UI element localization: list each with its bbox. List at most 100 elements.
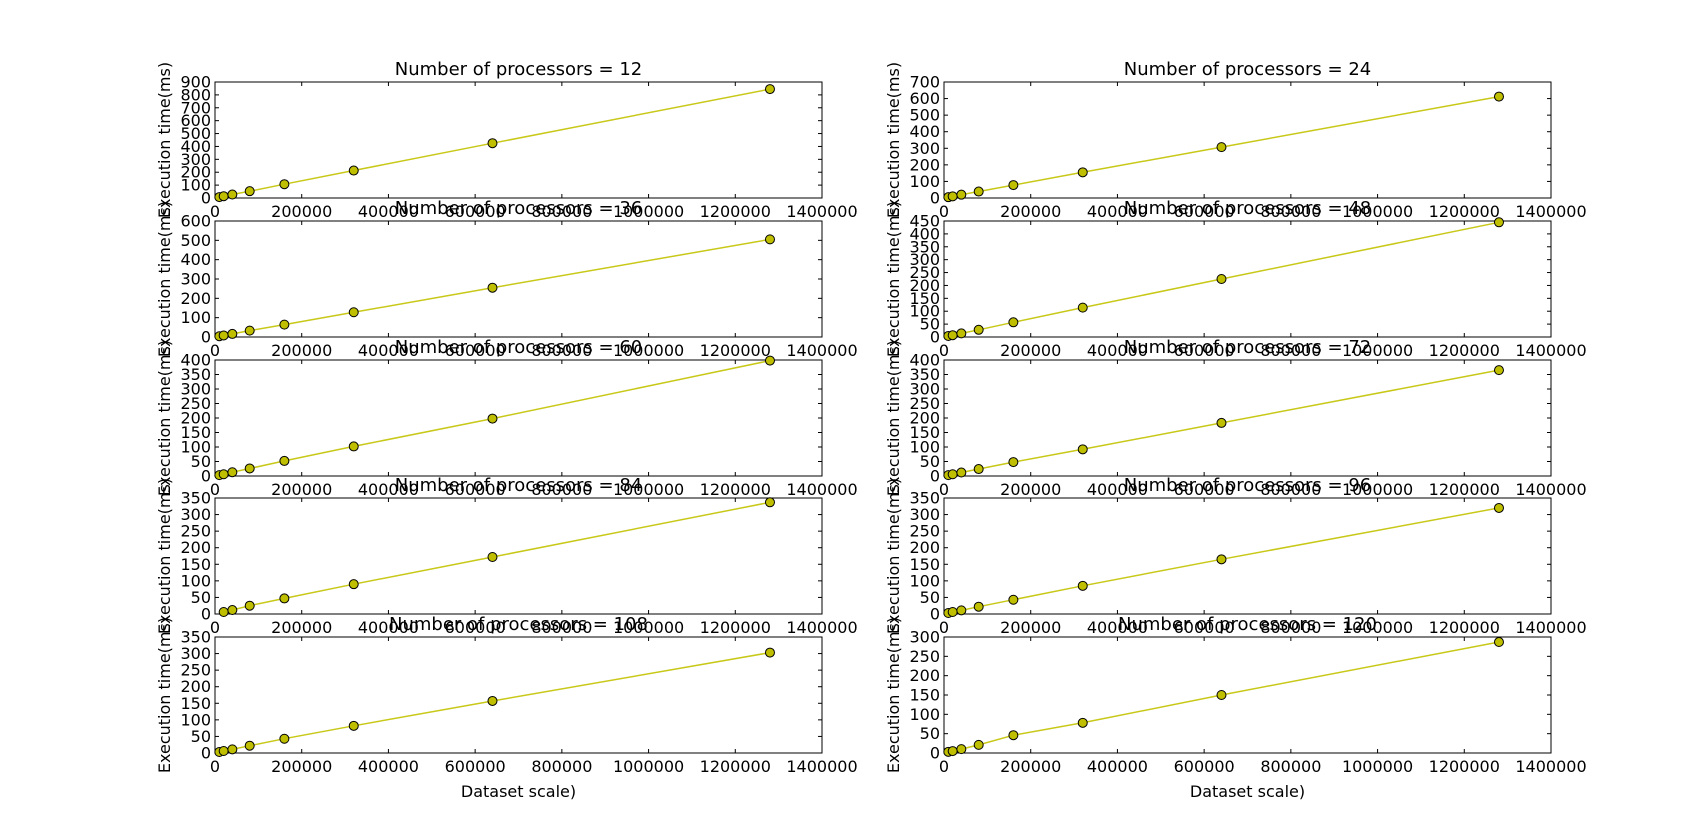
- y-axis-label: Execution time(ms): [155, 478, 174, 634]
- x-tick-label: 0: [210, 341, 220, 360]
- data-point: [1216, 554, 1227, 565]
- y-axis-label: Execution time(ms): [155, 62, 174, 218]
- data-point: [956, 189, 967, 200]
- data-point: [956, 605, 967, 616]
- y-tick-label: 50: [920, 588, 940, 607]
- y-tick-label: 100: [180, 571, 211, 590]
- data-point: [218, 746, 229, 757]
- data-point: [487, 413, 498, 424]
- x-axis-label: Dataset scale): [1190, 782, 1305, 801]
- subplot-1: 0 200000 400000 600000 800000 1000000 1200000 1…: [155, 59, 858, 221]
- y-tick-label: 50: [920, 452, 940, 471]
- y-tick-label: 700: [909, 73, 940, 92]
- chart-title: Number of processors = 36: [395, 198, 643, 219]
- y-tick-label: 900: [180, 73, 211, 92]
- data-point: [1216, 417, 1227, 428]
- data-point: [487, 138, 498, 149]
- y-tick-label: 200: [909, 276, 940, 295]
- y-tick-label: 200: [909, 666, 940, 685]
- plot-frame: [214, 497, 823, 615]
- x-tick-label: 200000: [271, 757, 332, 776]
- y-tick-label: 300: [909, 139, 940, 158]
- x-tick-label: 400000: [1087, 480, 1148, 499]
- y-tick-label: 0: [201, 467, 211, 486]
- x-tick-label: 0: [939, 757, 949, 776]
- x-tick-label: 0: [939, 480, 949, 499]
- plot-frame: [214, 81, 823, 199]
- data-point: [348, 307, 359, 318]
- x-tick-label: 1200000: [700, 757, 771, 776]
- y-tick-label: 350: [909, 489, 940, 508]
- y-tick-label: 350: [180, 489, 211, 508]
- x-tick-label: 400000: [358, 480, 419, 499]
- data-point: [1493, 91, 1504, 102]
- data-point: [1008, 594, 1019, 605]
- x-tick-label: 200000: [1000, 202, 1061, 221]
- x-tick-label: 200000: [1000, 757, 1061, 776]
- data-point: [1077, 444, 1088, 455]
- y-tick-label: 500: [180, 124, 211, 143]
- y-tick-label: 100: [909, 571, 940, 590]
- y-tick-label: 200: [180, 163, 211, 182]
- chart-title: Number of processors = 24: [1124, 59, 1372, 80]
- x-tick-label: 1400000: [786, 618, 857, 637]
- chart-title: Number of processors = 48: [1124, 198, 1372, 219]
- x-axis-label: Dataset scale): [461, 782, 576, 801]
- x-tick-label: 1400000: [786, 202, 857, 221]
- subplot-2: 0 200000 400000 600000 800000 1000000 1200000 1…: [884, 59, 1587, 221]
- x-tick-label: 200000: [271, 341, 332, 360]
- x-tick-label: 200000: [1000, 341, 1061, 360]
- y-tick-label: 450: [909, 212, 940, 231]
- chart-title: Number of processors = 120: [1118, 614, 1377, 635]
- plot-frame: [943, 497, 1552, 615]
- data-point: [764, 647, 775, 658]
- x-tick-label: 200000: [271, 618, 332, 637]
- x-tick-label: 1200000: [1429, 202, 1500, 221]
- data-point: [227, 744, 238, 755]
- x-tick-label: 400000: [358, 202, 419, 221]
- data-point: [279, 179, 290, 190]
- data-point: [348, 441, 359, 452]
- y-tick-label: 400: [909, 351, 940, 370]
- x-tick-label: 0: [939, 341, 949, 360]
- y-tick-label: 0: [201, 605, 211, 624]
- x-tick-label: 600000: [445, 202, 506, 221]
- y-tick-label: 300: [180, 150, 211, 169]
- x-tick-label: 400000: [1087, 341, 1148, 360]
- data-point: [1216, 690, 1227, 700]
- y-tick-label: 150: [180, 555, 211, 574]
- y-axis-label: Execution time(ms): [884, 201, 903, 357]
- y-tick-label: 350: [180, 628, 211, 647]
- data-point: [244, 325, 255, 336]
- chart-title: Number of processors = 72: [1124, 337, 1372, 358]
- y-axis-label: Execution time(ms): [884, 478, 903, 634]
- y-tick-label: 0: [201, 328, 211, 347]
- x-tick-label: 0: [939, 202, 949, 221]
- data-point: [244, 463, 255, 474]
- y-tick-label: 600: [909, 89, 940, 108]
- y-tick-label: 0: [930, 467, 940, 486]
- x-tick-label: 1400000: [1515, 480, 1586, 499]
- data-point: [279, 593, 290, 604]
- y-tick-label: 250: [180, 661, 211, 680]
- x-tick-label: 600000: [445, 480, 506, 499]
- data-point: [227, 605, 238, 616]
- y-tick-label: 350: [909, 365, 940, 384]
- x-tick-label: 1200000: [1429, 618, 1500, 637]
- data-point: [1077, 580, 1088, 591]
- plot-frame: [214, 220, 823, 338]
- y-tick-label: 300: [909, 628, 940, 647]
- subplot-7: 0 200000 400000 600000 800000 1000000 1200000 1…: [155, 475, 858, 637]
- data-point: [973, 464, 984, 475]
- y-axis-label: Execution time(ms): [884, 340, 903, 496]
- y-tick-label: 0: [930, 605, 940, 624]
- data-point: [973, 324, 984, 335]
- y-tick-label: 700: [180, 98, 211, 117]
- x-tick-label: 600000: [445, 341, 506, 360]
- x-tick-label: 1200000: [700, 341, 771, 360]
- data-point: [1008, 730, 1019, 741]
- x-tick-label: 600000: [1174, 202, 1235, 221]
- data-point: [487, 695, 498, 706]
- data-point: [1216, 274, 1227, 284]
- y-tick-label: 300: [180, 644, 211, 663]
